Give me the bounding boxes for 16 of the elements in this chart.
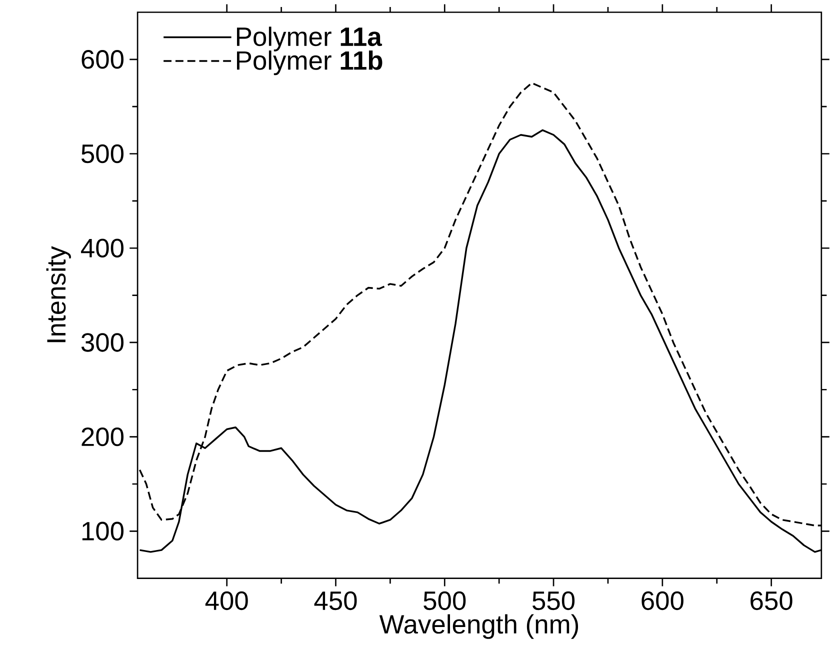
y-tick-label: 300 xyxy=(81,333,124,352)
legend-label: Polymer 11b xyxy=(236,50,382,76)
x-tick-label: 550 xyxy=(532,592,575,610)
x-tick-label: 650 xyxy=(750,592,792,610)
x-tick-label: 450 xyxy=(314,592,357,610)
y-tick-label: 600 xyxy=(82,50,124,69)
legend-label: Polymer 11a xyxy=(236,26,382,52)
x-axis-title: Wavelength (nm) xyxy=(379,614,578,640)
x-tick-label: 500 xyxy=(424,592,466,610)
y-tick-label: 200 xyxy=(82,428,124,446)
y-tick-label: 400 xyxy=(81,238,124,258)
x-tick-label: 400 xyxy=(205,592,248,610)
y-axis-title: Intensity xyxy=(46,246,71,342)
y-tick-label: 100 xyxy=(82,522,124,541)
y-tick-label: 500 xyxy=(81,144,124,164)
x-tick-label: 600 xyxy=(642,592,684,610)
